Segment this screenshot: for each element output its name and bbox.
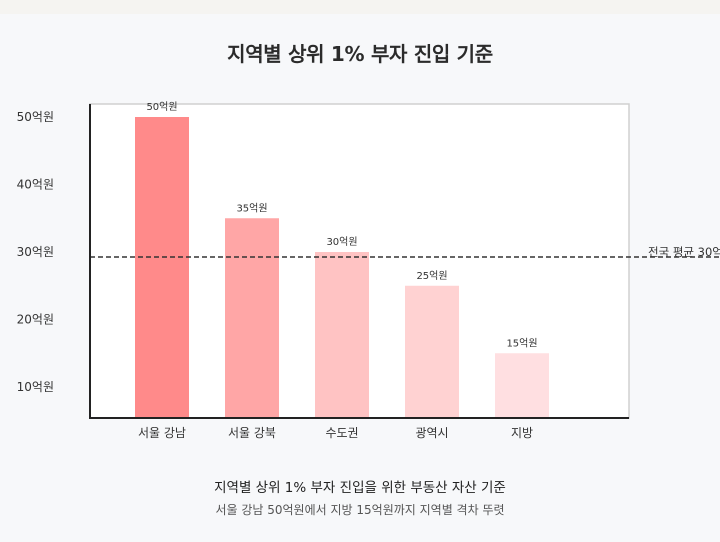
bar-value-label: 15억원 — [506, 337, 537, 349]
y-tick-label: 20억원 — [17, 313, 54, 327]
x-tick-label: 지방 — [511, 426, 533, 440]
bar-4 — [405, 285, 459, 418]
bar-value-label: 50억원 — [146, 101, 177, 113]
bar-2 — [225, 218, 279, 418]
x-tick-label: 광역시 — [415, 426, 448, 440]
y-tick-label: 30억원 — [17, 245, 54, 259]
bar-chart: 50억원 35억원 30억원 25억원 15억원 전국 평균 30억원 10억원 20억원… — [17, 101, 720, 440]
reference-line-group: 전국 평균 30억원 — [90, 245, 720, 259]
reference-line-label: 전국 평균 30억원 — [648, 245, 720, 259]
y-tick-label: 10억원 — [17, 380, 54, 394]
bar-value-label: 35억원 — [236, 202, 267, 214]
bar-3 — [315, 252, 369, 418]
bar-5 — [495, 353, 549, 418]
top-strip — [0, 0, 720, 14]
chart-title: 지역별 상위 1% 부자 진입 기준 — [227, 42, 493, 66]
y-tick-label: 50억원 — [17, 110, 54, 124]
y-tick-label: 40억원 — [17, 178, 54, 192]
x-tick-label: 서울 강북 — [228, 426, 276, 440]
chart-subcaption: 서울 강남 50억원에서 지방 15억원까지 지역별 격차 뚜렷 — [215, 503, 505, 517]
bars-group: 50억원 35억원 30억원 25억원 15억원 — [135, 101, 549, 418]
x-tick-label: 서울 강남 — [138, 426, 186, 440]
y-tick-labels: 10억원 20억원 30억원 40억원 50억원 — [17, 110, 54, 394]
x-tick-labels: 서울 강남 서울 강북 수도권 광역시 지방 — [138, 426, 533, 440]
bar-1 — [135, 117, 189, 418]
x-tick-label: 수도권 — [325, 426, 358, 440]
bar-value-label: 25억원 — [416, 270, 447, 282]
bar-value-label: 30억원 — [326, 236, 357, 248]
chart-caption: 지역별 상위 1% 부자 진입을 위한 부동산 자산 기준 — [214, 480, 506, 496]
